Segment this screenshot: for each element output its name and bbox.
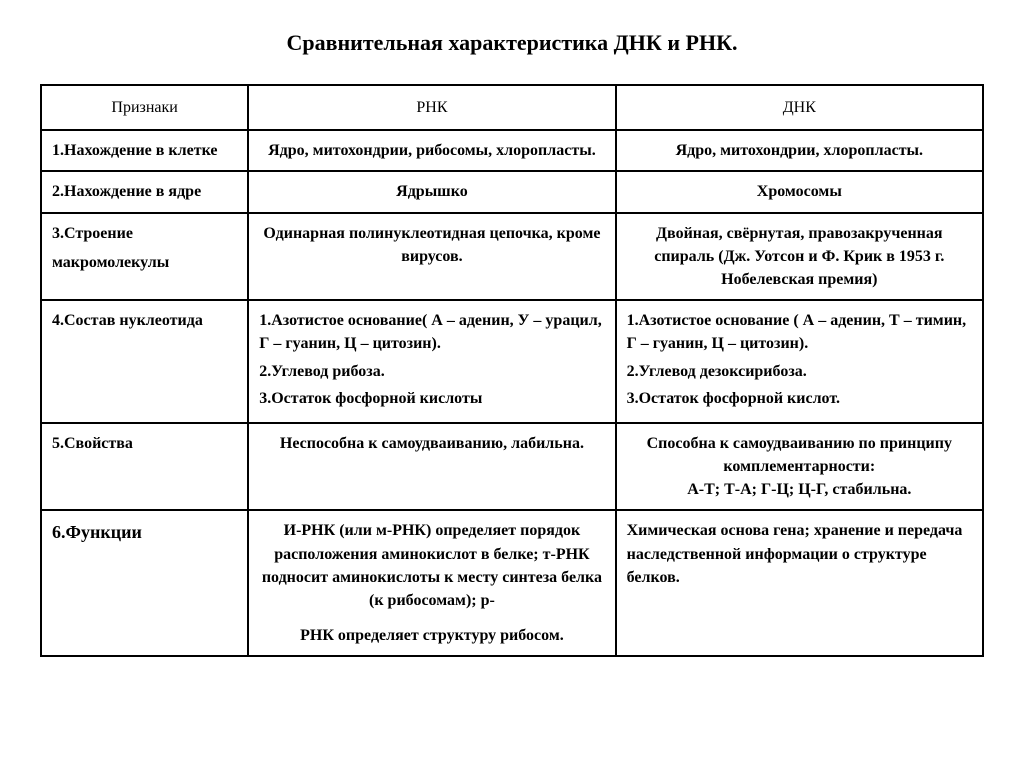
feature-line: 3.Строение xyxy=(52,222,237,245)
feature-cell: 6.Функции xyxy=(41,510,248,656)
item-line: РНК определяет структуру рибосом. xyxy=(259,624,604,647)
item-line: 1.Азотистое основание( А – аденин, У – у… xyxy=(259,309,604,355)
feature-cell: 4.Состав нуклеотида xyxy=(41,300,248,423)
rnk-cell: Одинарная полинуклеотидная цепочка, кром… xyxy=(248,213,615,301)
item-line: И-РНК (или м-РНК) определяет порядок рас… xyxy=(259,519,604,612)
dnk-cell: Двойная, свёрнутая, правозакрученная спи… xyxy=(616,213,983,301)
dnk-cell: Хромосомы xyxy=(616,171,983,212)
feature-cell: 2.Нахождение в ядре xyxy=(41,171,248,212)
dnk-cell: Химическая основа гена; хранение и перед… xyxy=(616,510,983,656)
item-line: Способна к самоудваиванию по принципу ко… xyxy=(627,432,972,478)
table-row: 4.Состав нуклеотида 1.Азотистое основани… xyxy=(41,300,983,423)
table-row: 2.Нахождение в ядре Ядрышко Хромосомы xyxy=(41,171,983,212)
dnk-cell: 1.Азотистое основание ( А – аденин, Т – … xyxy=(616,300,983,423)
item-line: 2.Углевод рибоза. xyxy=(259,360,604,383)
rnk-cell: Неспособна к самоудваиванию, лабильна. xyxy=(248,423,615,511)
item-line: 3.Остаток фосфорной кислот. xyxy=(627,387,972,410)
item-line: А-Т; Т-А; Г-Ц; Ц-Г, стабильна. xyxy=(627,478,972,501)
item-line: 2.Углевод дезоксирибоза. xyxy=(627,360,972,383)
table-row: 6.Функции И-РНК (или м-РНК) определяет п… xyxy=(41,510,983,656)
spacer xyxy=(259,612,604,624)
rnk-cell: 1.Азотистое основание( А – аденин, У – у… xyxy=(248,300,615,423)
header-rnk: РНК xyxy=(248,85,615,130)
table-header-row: Признаки РНК ДНК xyxy=(41,85,983,130)
feature-cell: 3.Строение макромолекулы xyxy=(41,213,248,301)
dnk-cell: Способна к самоудваиванию по принципу ко… xyxy=(616,423,983,511)
comparison-table: Признаки РНК ДНК 1.Нахождение в клетке Я… xyxy=(40,84,984,657)
table-row: 1.Нахождение в клетке Ядро, митохондрии,… xyxy=(41,130,983,171)
header-dnk: ДНК xyxy=(616,85,983,130)
table-row: 3.Строение макромолекулы Одинарная полин… xyxy=(41,213,983,301)
page-title: Сравнительная характеристика ДНК и РНК. xyxy=(40,30,984,56)
item-line: 1.Азотистое основание ( А – аденин, Т – … xyxy=(627,309,972,355)
feature-line: макромолекулы xyxy=(52,251,237,274)
header-features: Признаки xyxy=(41,85,248,130)
rnk-cell: Ядрышко xyxy=(248,171,615,212)
feature-cell: 5.Свойства xyxy=(41,423,248,511)
feature-cell: 1.Нахождение в клетке xyxy=(41,130,248,171)
table-row: 5.Свойства Неспособна к самоудваиванию, … xyxy=(41,423,983,511)
rnk-cell: И-РНК (или м-РНК) определяет порядок рас… xyxy=(248,510,615,656)
item-line: 3.Остаток фосфорной кислоты xyxy=(259,387,604,410)
dnk-cell: Ядро, митохондрии, хлоропласты. xyxy=(616,130,983,171)
rnk-cell: Ядро, митохондрии, рибосомы, хлоропласты… xyxy=(248,130,615,171)
